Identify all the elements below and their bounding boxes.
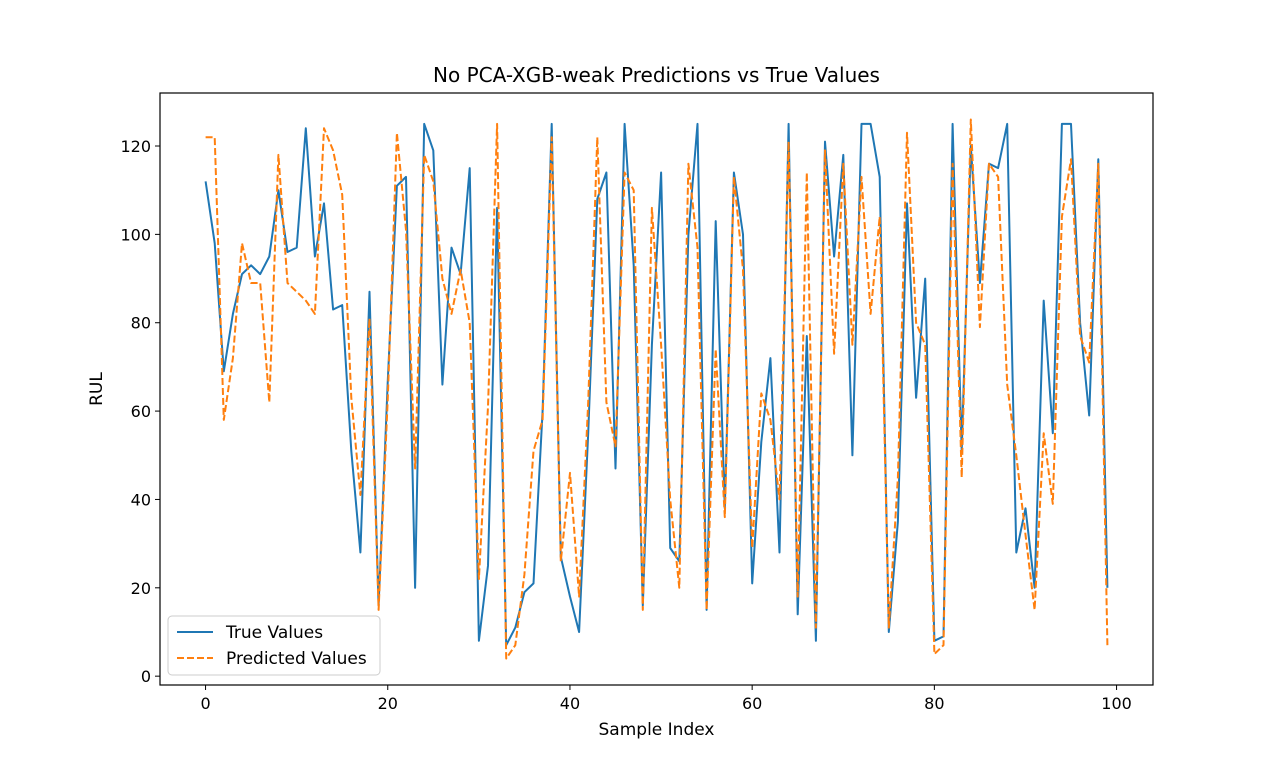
series-line-predicted-values	[205, 118, 1109, 660]
x-tick-label: 20	[378, 694, 398, 713]
x-tick-label: 40	[560, 694, 580, 713]
plot-area	[204, 118, 1109, 660]
y-tick-label: 40	[131, 490, 151, 509]
chart-title: No PCA-XGB-weak Predictions vs True Valu…	[433, 63, 880, 87]
x-tick-label: 100	[1101, 694, 1132, 713]
y-axis-label: RUL	[87, 372, 107, 406]
y-axis: 0 20 40 60 80 100 120	[120, 137, 160, 686]
legend: True Values Predicted Values	[167, 615, 381, 676]
plot-frame	[159, 92, 1154, 686]
series-line-true-values	[204, 122, 1109, 647]
legend-box	[167, 615, 381, 676]
legend-label: True Values	[225, 623, 323, 643]
y-tick-label: 80	[131, 314, 151, 333]
y-tick-label: 0	[141, 667, 151, 686]
y-tick-label: 60	[131, 402, 151, 421]
x-axis-label: Sample Index	[599, 720, 715, 740]
y-tick-label: 20	[131, 579, 151, 598]
x-tick-label: 0	[200, 694, 210, 713]
x-tick-label: 80	[924, 694, 944, 713]
y-tick-label: 120	[120, 137, 151, 156]
legend-label: Predicted Values	[226, 649, 367, 669]
x-tick-label: 60	[742, 694, 762, 713]
x-axis: 0 20 40 60 80 100	[200, 685, 1132, 713]
y-tick-label: 100	[120, 225, 151, 244]
